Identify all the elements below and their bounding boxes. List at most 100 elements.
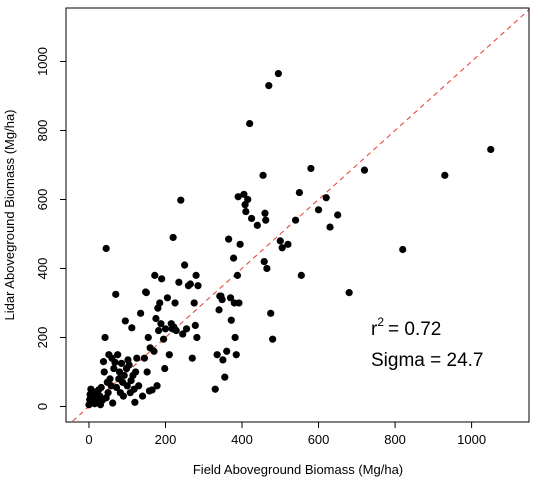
data-point (142, 289, 150, 297)
data-point (125, 361, 133, 369)
data-point (274, 69, 282, 78)
data-point (246, 119, 254, 128)
data-point (97, 383, 105, 392)
data-point (131, 398, 139, 406)
data-point (227, 316, 235, 324)
data-point (161, 364, 169, 373)
data-point (297, 271, 305, 279)
y-tick-label: 800 (35, 120, 50, 142)
data-point (163, 294, 172, 302)
x-tick-label: 600 (308, 432, 330, 447)
data-point (128, 324, 136, 332)
data-point (307, 164, 315, 173)
data-point (110, 364, 118, 373)
data-point (182, 325, 191, 333)
data-point (153, 382, 161, 390)
data-point (231, 333, 239, 342)
data-point (265, 82, 273, 90)
data-point (221, 373, 229, 381)
data-point (181, 261, 189, 269)
y-tick-label: 0 (35, 403, 50, 410)
data-point (132, 368, 140, 376)
data-point (261, 209, 269, 217)
data-point (235, 299, 243, 307)
data-point (120, 371, 128, 380)
data-point (152, 314, 160, 323)
data-point (213, 351, 221, 359)
data-point (119, 392, 127, 400)
r-squared-annotation: r2 = 0.72 (371, 315, 441, 340)
x-axis: 0 200 400 600 800 1000 (85, 422, 486, 447)
data-point (191, 321, 199, 329)
data-point (225, 235, 233, 243)
x-tick-label: 400 (231, 432, 253, 447)
data-point (276, 237, 284, 245)
data-point (161, 325, 170, 333)
data-point (179, 330, 187, 338)
y-tick-label: 600 (35, 189, 50, 211)
data-point (104, 389, 112, 397)
data-point (111, 358, 119, 366)
data-point (106, 375, 114, 383)
data-point (236, 240, 244, 248)
data-point (360, 166, 369, 174)
data-point (487, 145, 495, 154)
data-point (172, 326, 180, 335)
x-tick-label: 200 (155, 432, 177, 447)
data-point (215, 306, 223, 314)
data-point (137, 309, 145, 317)
data-point (229, 254, 238, 262)
data-point (291, 216, 300, 224)
data-point (259, 171, 267, 179)
data-point (165, 351, 173, 359)
data-point (159, 335, 168, 343)
data-point (144, 333, 152, 342)
data-point (112, 290, 120, 298)
data-point (121, 317, 129, 325)
data-point (156, 299, 164, 307)
data-point (247, 214, 256, 223)
data-point (267, 309, 275, 317)
data-point (284, 240, 292, 248)
data-point (260, 257, 268, 266)
data-point (101, 333, 109, 342)
data-point (326, 223, 334, 231)
data-point (150, 347, 158, 355)
data-point (295, 188, 304, 197)
data-point (399, 245, 407, 254)
data-point (226, 294, 235, 302)
data-point (240, 190, 248, 198)
data-point (140, 354, 149, 362)
data-point (109, 399, 117, 407)
data-point (171, 299, 179, 307)
data-point (441, 171, 449, 179)
data-point (262, 216, 270, 224)
data-point (242, 207, 250, 216)
plot-frame (65, 7, 530, 423)
data-point (192, 271, 200, 279)
x-tick-label: 0 (85, 432, 92, 447)
data-point (148, 386, 156, 394)
x-axis-title: Field Aboveground Biomass (Mg/ha) (193, 462, 403, 477)
data-point (99, 358, 108, 366)
data-point (135, 382, 143, 390)
data-point (244, 195, 252, 204)
data-point (345, 289, 353, 297)
y-tick-label: 400 (35, 258, 50, 280)
data-point (143, 368, 151, 376)
data-point (219, 356, 227, 364)
data-point (322, 194, 330, 202)
y-tick-label: 1000 (35, 47, 50, 76)
data-point (151, 271, 159, 279)
data-point (263, 264, 271, 273)
data-point (155, 326, 163, 335)
data-point (253, 221, 261, 229)
data-point (232, 351, 240, 359)
data-point (133, 354, 141, 362)
data-point (234, 193, 242, 201)
data-point (114, 351, 122, 359)
data-point (188, 354, 196, 362)
data-point (233, 271, 242, 279)
data-point (186, 280, 194, 288)
